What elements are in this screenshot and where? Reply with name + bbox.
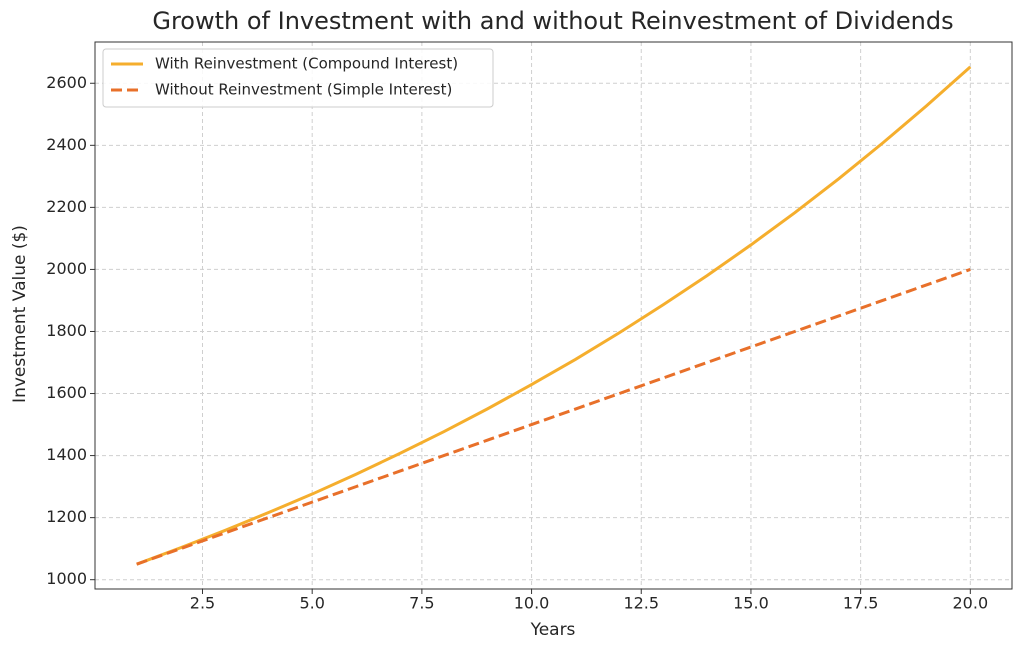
- y-tick-label: 1600: [46, 383, 87, 402]
- y-tick-label: 1000: [46, 569, 87, 588]
- data-line: [136, 268, 971, 566]
- legend-label: With Reinvestment (Compound Interest): [155, 55, 458, 73]
- x-tick-label: 2.5: [190, 594, 215, 613]
- x-tick-label: 10.0: [514, 594, 550, 613]
- y-tick-label: 2400: [46, 135, 87, 154]
- chart-title: Growth of Investment with and without Re…: [152, 7, 953, 35]
- x-tick-label: 15.0: [733, 594, 769, 613]
- x-tick-label: 17.5: [843, 594, 879, 613]
- x-tick-label: 12.5: [623, 594, 659, 613]
- y-tick-label: 1800: [46, 321, 87, 340]
- x-axis-label: Years: [530, 620, 576, 640]
- data-line: [136, 65, 972, 566]
- y-tick-label: 1400: [46, 445, 87, 464]
- legend-box: [102, 48, 494, 108]
- plot-frame: [94, 41, 1013, 590]
- x-tick-label: 20.0: [953, 594, 989, 613]
- x-tick-label: 7.5: [409, 594, 434, 613]
- y-tick-label: 2600: [46, 73, 87, 92]
- y-tick-label: 2200: [46, 197, 87, 216]
- legend-label: Without Reinvestment (Simple Interest): [155, 81, 452, 99]
- x-tick-label: 5.0: [299, 594, 324, 613]
- y-tick-label: 1200: [46, 507, 87, 526]
- y-axis-label: Investment Value ($): [10, 225, 30, 403]
- y-tick-label: 2000: [46, 259, 87, 278]
